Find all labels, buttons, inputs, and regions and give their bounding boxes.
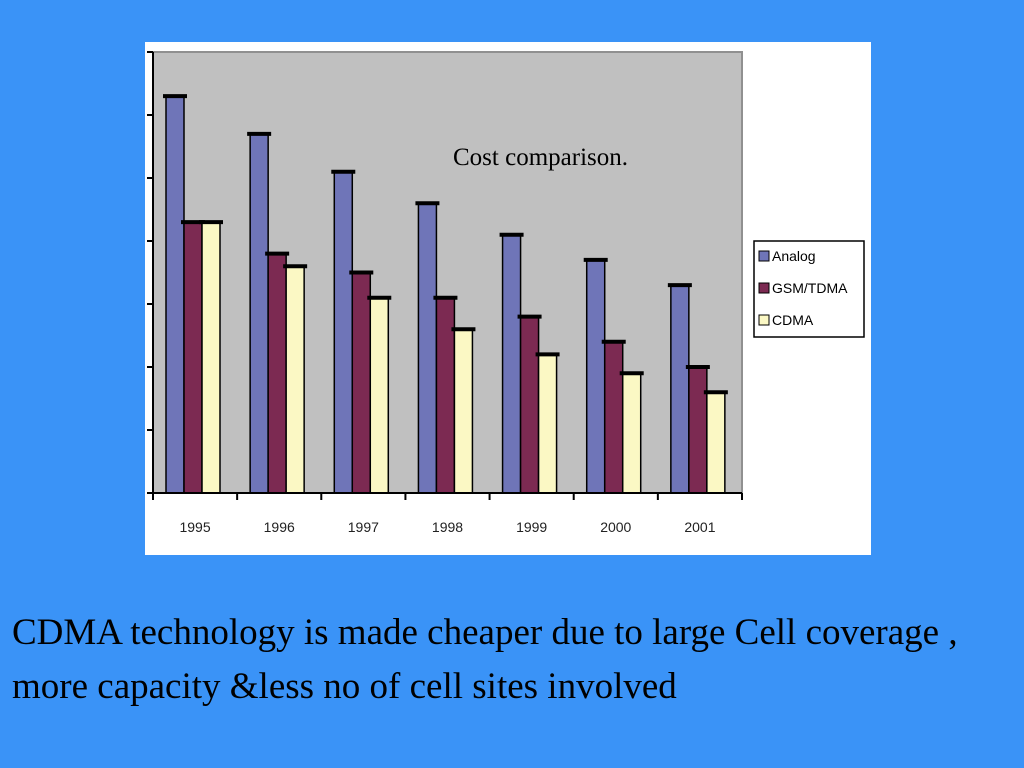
x-tick-label-1998: 1998 <box>432 519 463 535</box>
bar-gsm-tdma-1996 <box>267 252 287 494</box>
x-tick-label-1997: 1997 <box>348 519 379 535</box>
bar-cdma-1995 <box>201 221 221 494</box>
chart-title: Cost comparison. <box>453 144 628 171</box>
legend-label-cdma: CDMA <box>772 312 814 328</box>
legend-swatch-analog <box>758 250 770 262</box>
bar-gsm-tdma-1997 <box>351 271 372 494</box>
bar-gsm-tdma-1998 <box>435 296 456 494</box>
bar-gsm-tdma-1999 <box>519 315 540 494</box>
bar-gsm-tdma-2001 <box>688 366 708 494</box>
bar-analog-1998 <box>417 202 438 494</box>
bar-analog-2001 <box>670 284 690 494</box>
caption-text: CDMA technology is made cheaper due to l… <box>12 612 958 707</box>
bar-analog-1999 <box>501 233 522 494</box>
x-tick-label-1996: 1996 <box>264 519 295 535</box>
bar-gsm-tdma-1995 <box>183 221 203 494</box>
x-tick-label-1999: 1999 <box>516 519 547 535</box>
x-tick-labels: 1995 1996 1997 1998 1999 2000 2001 <box>179 519 715 535</box>
chart-panel: 1995 1996 1997 1998 1999 2000 2001 Cost compar… <box>145 42 871 555</box>
legend-box <box>753 240 865 338</box>
x-tick-label-1995: 1995 <box>179 519 210 535</box>
bar-cdma-1997 <box>369 296 390 494</box>
bar-cdma-2000 <box>621 372 642 494</box>
bar-analog-1997 <box>333 170 354 494</box>
x-tick-label-2000: 2000 <box>600 519 631 535</box>
legend-swatch-gsm-tdma <box>758 282 770 294</box>
bar-analog-1996 <box>249 133 269 494</box>
legend: Analog GSM/TDMA CDMA <box>753 240 865 338</box>
bars-group <box>163 94 728 494</box>
axes-group <box>147 51 743 500</box>
bar-analog-1995 <box>165 95 185 494</box>
legend-label-analog: Analog <box>772 248 816 264</box>
bar-gsm-tdma-2000 <box>603 341 624 494</box>
legend-swatch-cdma <box>758 314 770 326</box>
bar-analog-2000 <box>585 259 606 494</box>
bar-cdma-1998 <box>453 328 474 494</box>
x-tick-label-2001: 2001 <box>684 519 715 535</box>
bar-cdma-1999 <box>537 353 558 494</box>
bar-cdma-2001 <box>706 391 726 494</box>
cost-comparison-chart: 1995 1996 1997 1998 1999 2000 2001 Cost compar… <box>147 51 865 535</box>
legend-label-gsm-tdma: GSM/TDMA <box>772 280 848 296</box>
bar-cdma-1996 <box>285 265 305 494</box>
